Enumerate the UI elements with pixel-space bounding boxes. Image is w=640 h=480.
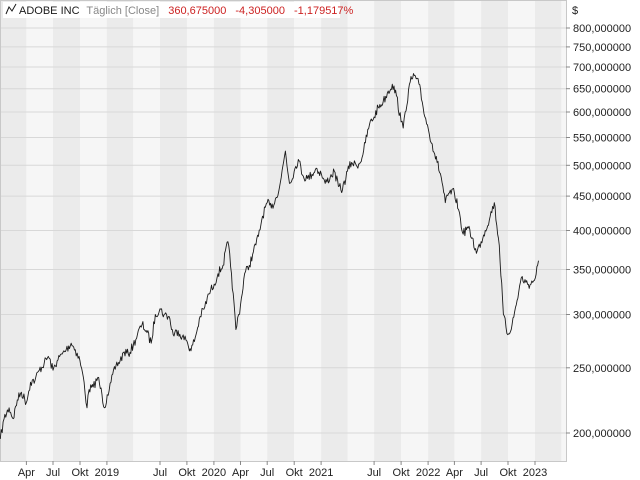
x-tick-label: Apr <box>18 467 35 479</box>
x-tick-label: Jul <box>46 467 60 479</box>
x-tick-label: Okt <box>178 467 195 479</box>
x-tick-label: Okt <box>499 467 516 479</box>
x-tick-label: 2021 <box>309 467 333 479</box>
legend: ADOBE INC Täglich [Close] 360,675000 -4,… <box>3 2 354 18</box>
x-tick-label: Jul <box>367 467 381 479</box>
y-tick-label: 500,000000 <box>573 160 631 172</box>
x-tick-label: 2022 <box>416 467 440 479</box>
y-tick-label: 200,000000 <box>573 428 631 440</box>
y-tick-label: 550,000000 <box>573 133 631 145</box>
x-tick-label: 2020 <box>202 467 226 479</box>
legend-change-percent: -1,179517% <box>294 5 354 17</box>
y-tick-label: 800,000000 <box>573 23 631 35</box>
y-tick-label: 700,000000 <box>573 62 631 74</box>
y-tick-label: 300,000000 <box>573 310 631 322</box>
line-series-icon <box>5 3 17 15</box>
legend-background <box>3 2 340 18</box>
y-tick-label: 600,000000 <box>573 107 631 119</box>
y-axis: $ 200,000000 250,000000 300,000000 350,0000… <box>566 5 631 440</box>
y-tick-label: 650,000000 <box>573 84 631 96</box>
legend-instrument: ADOBE INC <box>19 5 80 17</box>
y-tick-label: 450,000000 <box>573 191 631 203</box>
y-unit-label: $ <box>572 5 578 17</box>
gridlines <box>0 27 566 434</box>
x-tick-label: Jul <box>260 467 274 479</box>
legend-last-value: 360,675000 <box>168 5 226 17</box>
y-tick-label: 350,000000 <box>573 265 631 277</box>
x-tick-label: 2019 <box>95 467 119 479</box>
y-tick-label: 400,000000 <box>573 226 631 238</box>
x-tick-label: Apr <box>446 467 463 479</box>
x-tick-label: Okt <box>393 467 410 479</box>
x-tick-label: Apr <box>232 467 249 479</box>
legend-change: -4,305000 <box>235 5 285 17</box>
x-tick-label: Okt <box>286 467 303 479</box>
x-axis: Apr Jul Okt 2019 Jul Okt 2020 Apr Jul Okt 2021 Jul O… <box>18 461 547 479</box>
legend-mode: Täglich [Close] <box>86 5 159 17</box>
y-tick-label: 750,000000 <box>573 42 631 54</box>
x-tick-label: Okt <box>71 467 88 479</box>
x-tick-label: Jul <box>474 467 488 479</box>
price-line <box>0 73 539 439</box>
x-tick-label: Jul <box>153 467 167 479</box>
x-tick-label: 2023 <box>523 467 547 479</box>
price-line-layer <box>0 73 539 439</box>
y-tick-label: 250,000000 <box>573 363 631 375</box>
legend-text: ADOBE INC Täglich [Close] 360,675000 -4,… <box>19 5 354 17</box>
